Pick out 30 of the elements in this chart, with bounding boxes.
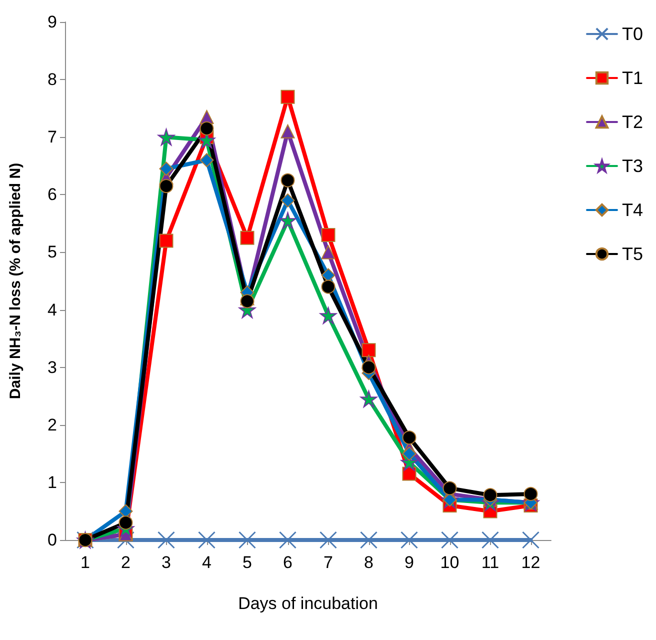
y-tick-label: 8 [48, 70, 57, 90]
x-tick-label: 10 [440, 553, 460, 572]
x-tick-label: 3 [162, 553, 171, 572]
y-tick-label: 5 [48, 242, 57, 262]
x-tick-label: 7 [324, 553, 333, 572]
legend-label: T2 [622, 112, 644, 132]
y-tick-label: 2 [48, 415, 57, 434]
y-tick-label: 4 [48, 300, 57, 320]
y-tick-label: 3 [48, 358, 57, 377]
y-tick-label: 9 [48, 12, 57, 32]
x-tick-label: 12 [521, 553, 540, 572]
x-tick-label: 8 [364, 553, 374, 572]
x-tick-label: 4 [202, 553, 212, 572]
x-tick-label: 2 [121, 553, 130, 572]
x-axis-title: Days of incubation [238, 594, 378, 613]
x-tick-label: 5 [242, 553, 252, 572]
y-tick-label: 7 [48, 128, 57, 147]
y-tick-label: 6 [48, 185, 57, 204]
legend-label: T1 [622, 68, 644, 88]
legend-label: T0 [622, 24, 644, 44]
x-tick-label: 11 [481, 553, 500, 572]
y-axis-title: Daily NH₃-N loss (% of applied N) [7, 162, 24, 400]
legend-label: T3 [622, 156, 644, 176]
y-tick-label: 0 [48, 530, 57, 550]
x-tick-label: 9 [404, 553, 414, 572]
x-tick-label: 6 [283, 553, 292, 572]
x-tick-label: 1 [80, 553, 90, 572]
legend-label: T5 [622, 244, 644, 264]
y-tick-label: 1 [48, 472, 57, 492]
legend-label: T4 [622, 200, 644, 220]
